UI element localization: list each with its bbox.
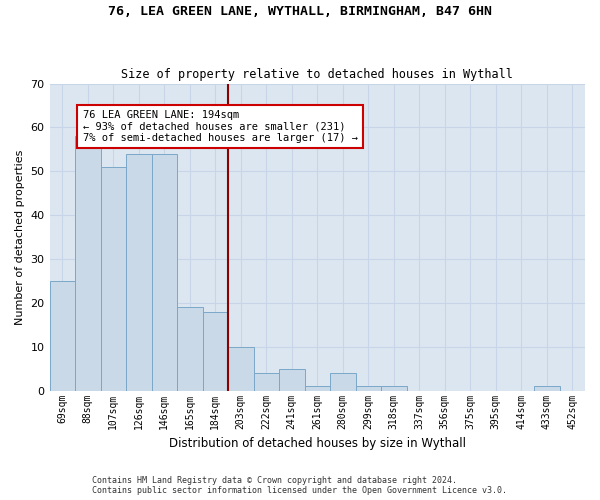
Bar [305, 386, 330, 390]
Bar [279, 368, 305, 390]
Text: 76 LEA GREEN LANE: 194sqm
← 93% of detached houses are smaller (231)
7% of semi-: 76 LEA GREEN LANE: 194sqm ← 93% of detac… [83, 110, 358, 143]
Bar [356, 386, 381, 390]
Bar [101, 167, 126, 390]
Bar [381, 386, 407, 390]
Bar [254, 373, 279, 390]
Bar [534, 386, 560, 390]
Text: 76, LEA GREEN LANE, WYTHALL, BIRMINGHAM, B47 6HN: 76, LEA GREEN LANE, WYTHALL, BIRMINGHAM,… [108, 5, 492, 18]
Bar [203, 312, 228, 390]
X-axis label: Distribution of detached houses by size in Wythall: Distribution of detached houses by size … [169, 437, 466, 450]
Bar [152, 154, 177, 390]
Bar [330, 373, 356, 390]
Text: Contains HM Land Registry data © Crown copyright and database right 2024.
Contai: Contains HM Land Registry data © Crown c… [92, 476, 508, 495]
Title: Size of property relative to detached houses in Wythall: Size of property relative to detached ho… [121, 68, 513, 81]
Bar [50, 281, 75, 390]
Y-axis label: Number of detached properties: Number of detached properties [15, 150, 25, 325]
Bar [126, 154, 152, 390]
Bar [228, 347, 254, 391]
Bar [75, 136, 101, 390]
Bar [177, 308, 203, 390]
